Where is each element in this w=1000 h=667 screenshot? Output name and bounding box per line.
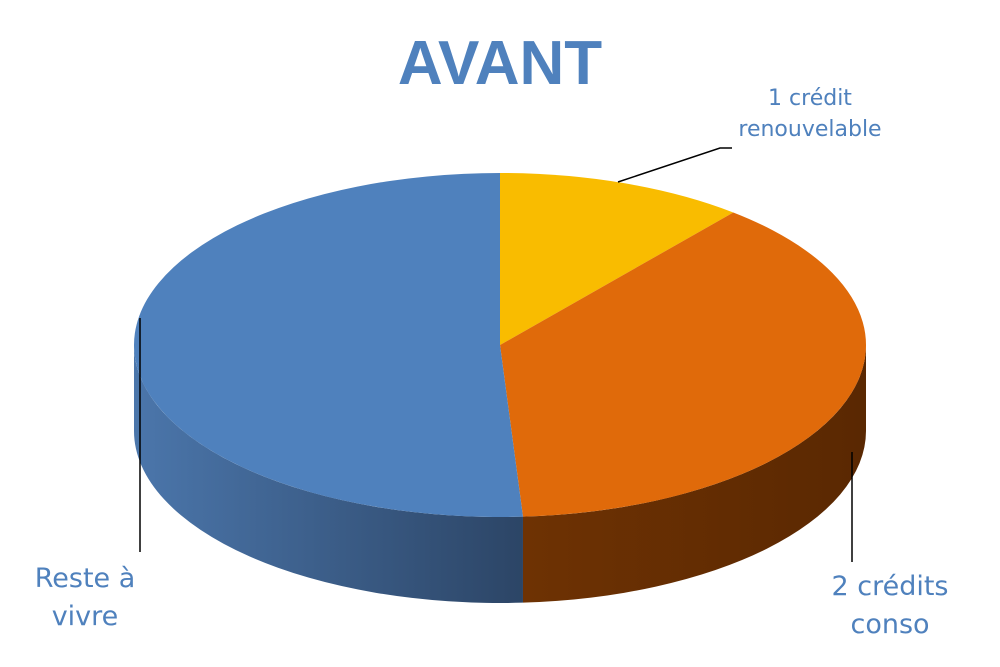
slice — [500, 212, 866, 517]
slice-label: Reste à vivre — [34, 563, 136, 632]
chart-title: AVANT — [397, 29, 603, 98]
slice-label: 2 crédits conso — [831, 571, 949, 640]
slice-side — [134, 345, 523, 603]
slice-label: 1 crédit renouvelable — [738, 86, 882, 142]
slice — [133, 172, 523, 517]
slice-side — [522, 345, 866, 603]
pie-top — [133, 172, 866, 517]
slice — [500, 173, 734, 345]
pie-sides — [134, 345, 866, 603]
leader-line — [617, 147, 732, 183]
